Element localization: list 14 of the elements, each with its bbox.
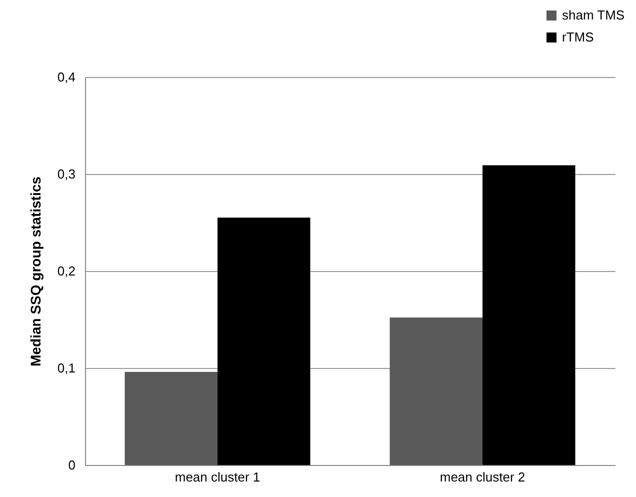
bar — [218, 218, 310, 465]
y-tick-label: 0,3 — [57, 166, 76, 182]
bar — [124, 372, 218, 465]
bar — [390, 318, 482, 465]
legend-label: sham TMS — [562, 8, 625, 22]
x-tick-label: mean cluster 2 — [440, 470, 526, 484]
y-axis-title: Median SSQ group statistics — [27, 176, 44, 366]
y-tick-label: 0,4 — [57, 70, 76, 84]
x-tick-label: mean cluster 1 — [174, 470, 260, 484]
legend-label: rTMS — [562, 30, 594, 44]
y-tick-label: 0 — [68, 458, 76, 472]
y-tick-label: 0,2 — [57, 264, 76, 278]
y-tick-label: 0,1 — [57, 360, 76, 376]
bar — [482, 165, 576, 465]
